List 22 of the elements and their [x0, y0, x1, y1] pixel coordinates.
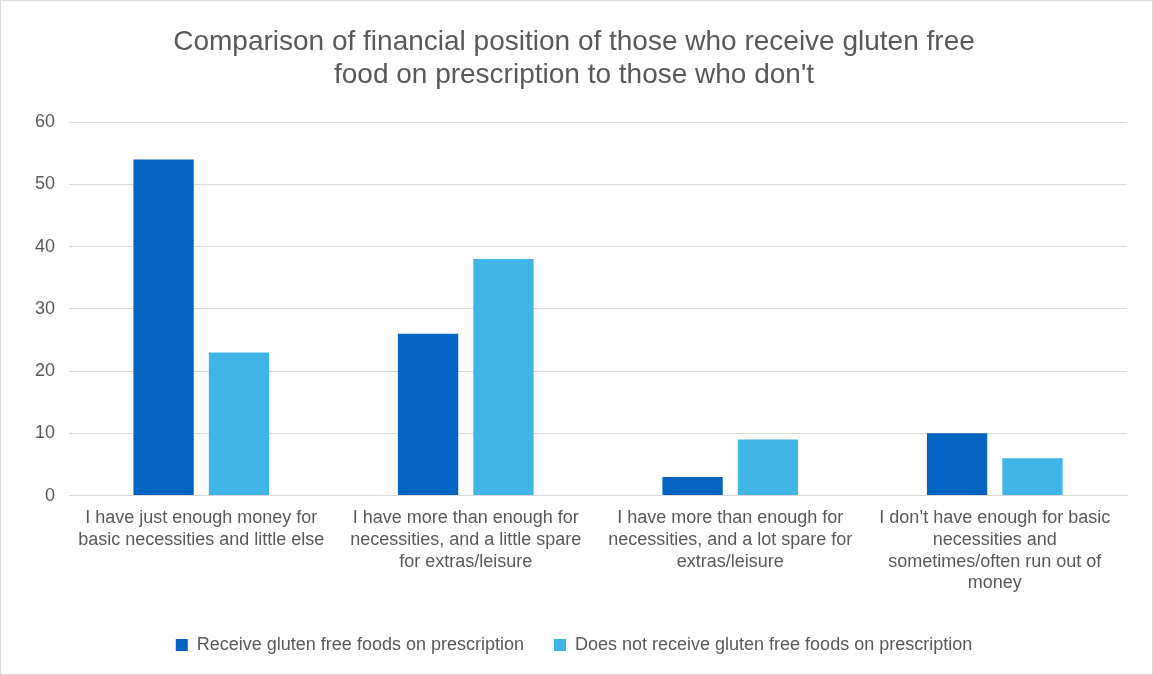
y-tick-label: 10: [34, 422, 56, 443]
legend-label: Does not receive gluten free foods on prescription: [574, 633, 973, 654]
bar: [662, 476, 723, 496]
bar: [133, 159, 194, 496]
x-tick-label: I have just enough money for basic necessities and little else: [78, 507, 325, 549]
y-tick-label: 20: [34, 360, 56, 381]
bar: [1002, 458, 1063, 496]
y-tick-label: 0: [45, 484, 56, 505]
y-tick-label: 30: [34, 297, 56, 318]
x-tick-label: I don’t have enough for basic necessities and sometimes/often run out of money: [879, 507, 1111, 593]
x-tick-label: I have more than enough for necessities, and a little spare for extras/leisure: [350, 507, 582, 571]
x-tick-label: I have more than enough for necessities, and a lot spare for extras/leisure: [608, 507, 853, 571]
chart-title: Comparison of financial position of those who receive gluten free food on prescription to those who don't: [173, 24, 975, 90]
bar: [737, 439, 799, 496]
bar: [473, 259, 534, 496]
bar: [397, 333, 459, 496]
y-tick-label: 40: [34, 235, 56, 256]
bar: [208, 352, 270, 496]
bar: [926, 433, 988, 496]
y-tick-label: 60: [34, 111, 56, 132]
legend-label: Receive gluten free foods on prescription: [196, 633, 524, 654]
y-tick-label: 50: [34, 173, 56, 194]
